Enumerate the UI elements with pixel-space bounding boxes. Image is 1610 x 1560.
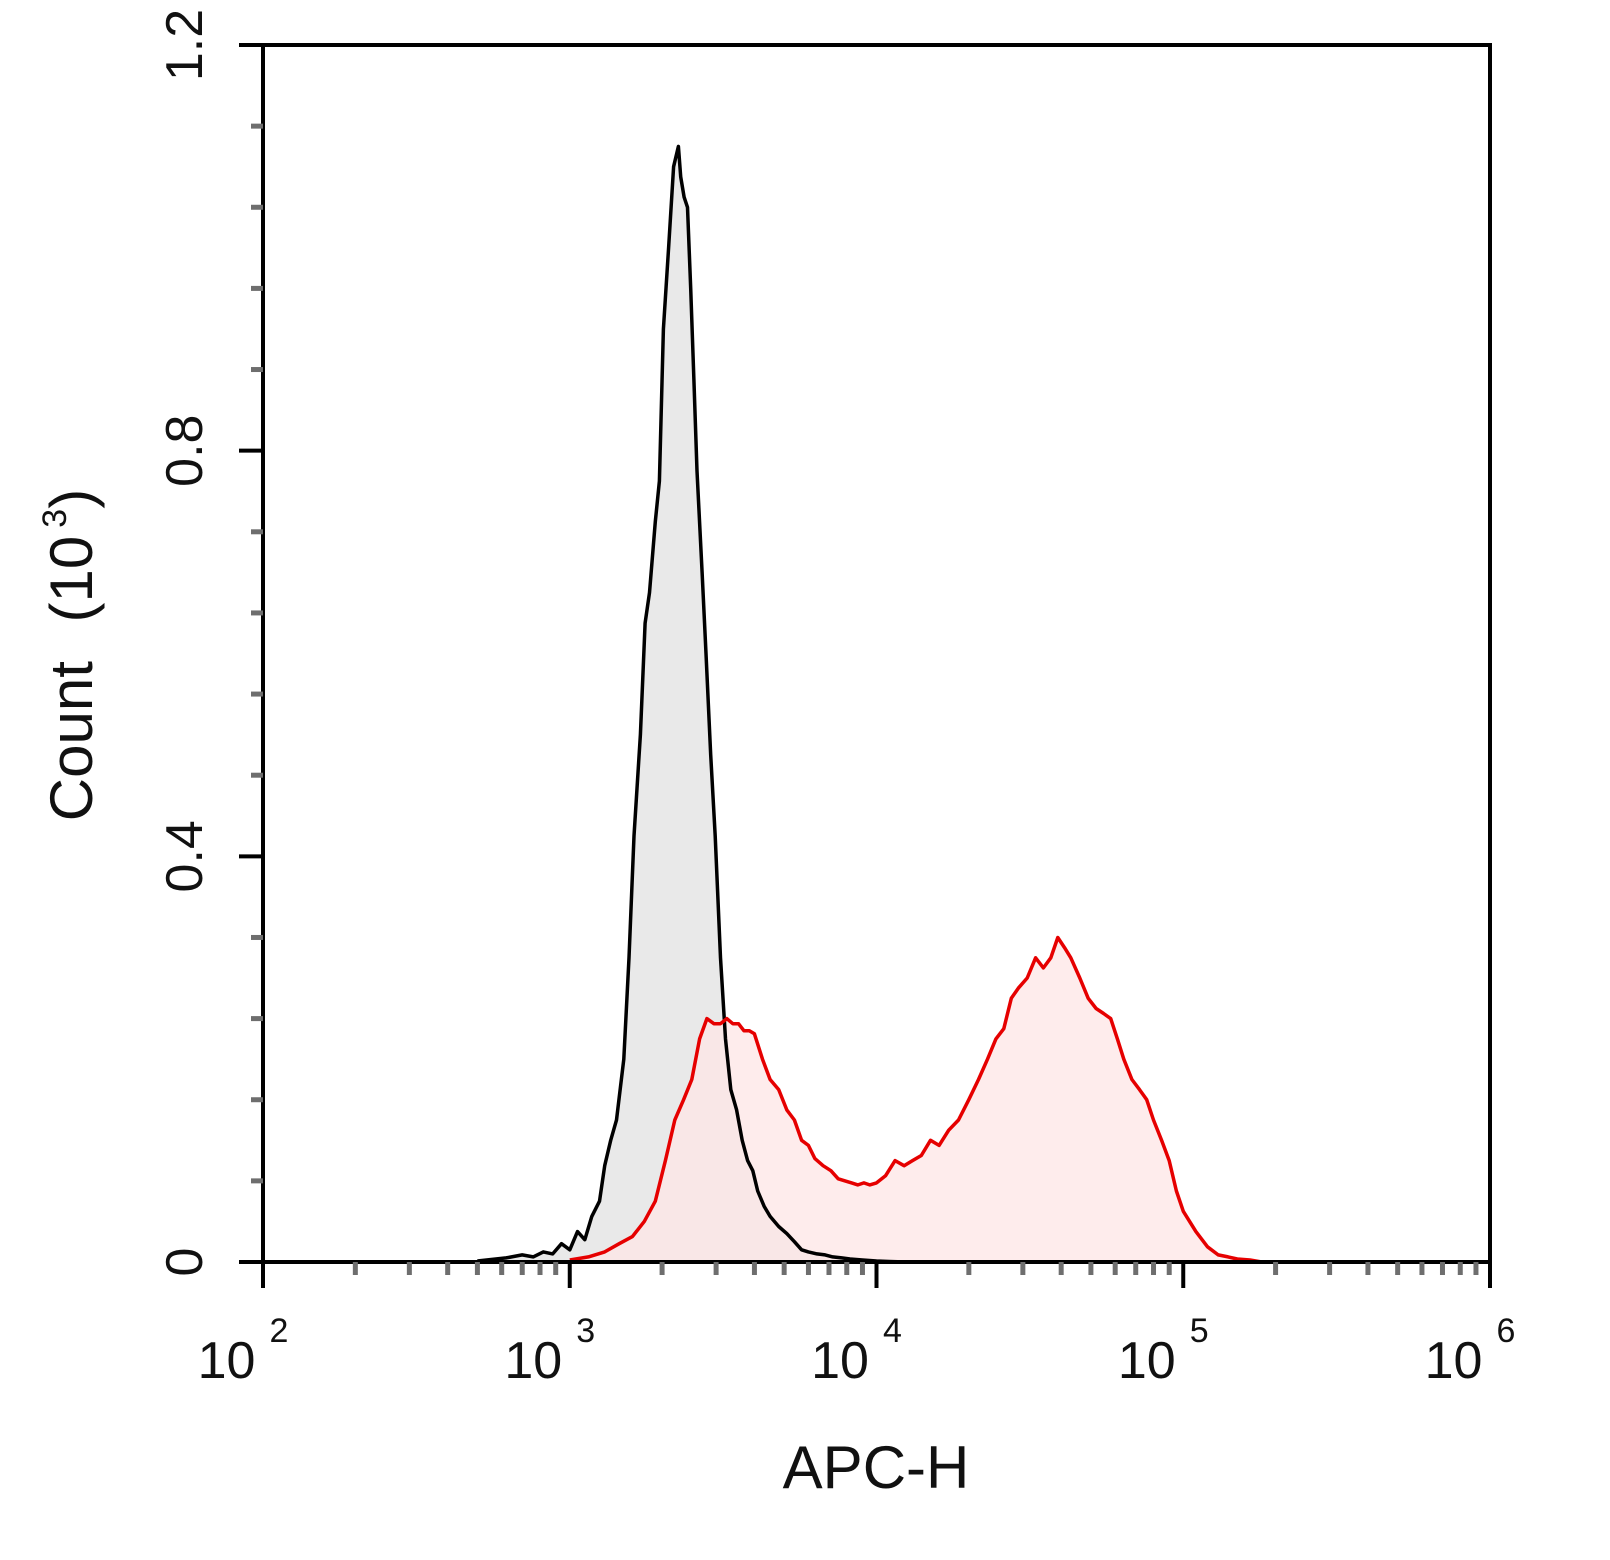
y-tick-label: 1.2: [156, 9, 214, 81]
y-tick-label: 0.4: [156, 820, 214, 892]
y-axis-unit-base: 10: [38, 536, 105, 603]
y-axis-unit-exp: 3: [36, 509, 74, 528]
x-tick-label: 106: [1425, 1312, 1516, 1390]
labels-layer: 102 103 104 105 106 0 0.4 0.8 1.2: [156, 9, 1515, 1390]
y-axis-title-main: Count: [38, 661, 105, 821]
series-1-area: [477, 146, 907, 1262]
x-tick-label: 102: [198, 1312, 289, 1390]
y-tick-label: 0.8: [156, 415, 214, 487]
x-tick-label: 105: [1118, 1312, 1209, 1390]
x-tick-label: 104: [811, 1312, 902, 1390]
series-layer: [477, 144, 1276, 1264]
y-tick-label: 0: [156, 1248, 214, 1277]
series-2-area: [569, 937, 1276, 1262]
series-2-line: [569, 935, 1276, 1264]
y-axis-title: Count (103): [36, 489, 105, 821]
ticks-layer: [239, 43, 1492, 1288]
series-1-line: [477, 144, 907, 1264]
x-tick-label: 103: [504, 1312, 595, 1390]
plot-frame: [261, 43, 1492, 1264]
svg-text:Count (103): Count (103): [36, 489, 105, 821]
x-axis-title: APC-H: [783, 1434, 970, 1501]
